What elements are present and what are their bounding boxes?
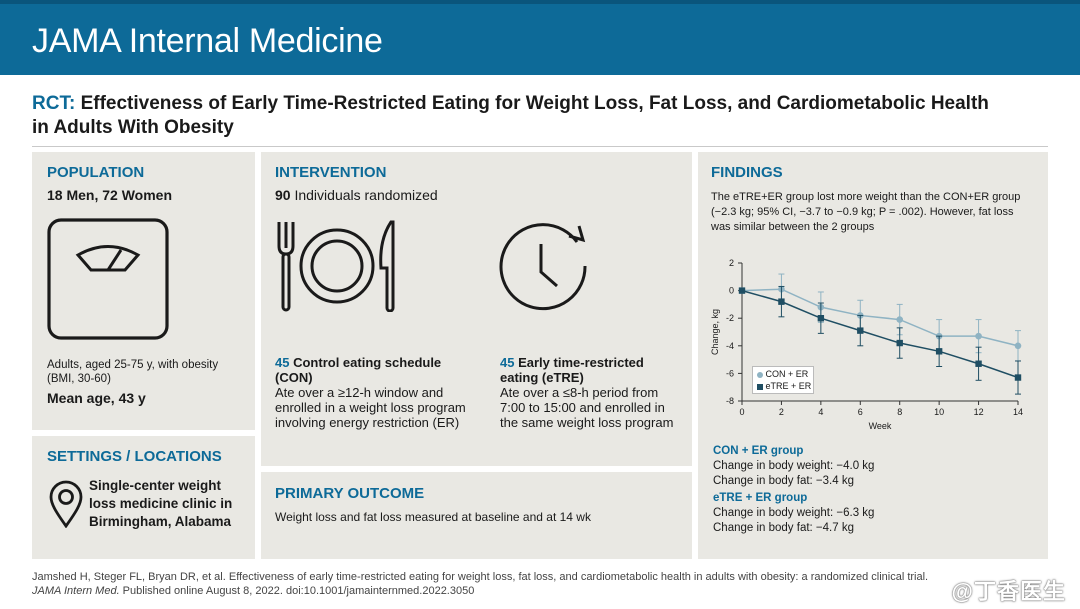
x-axis-label: Week bbox=[869, 421, 892, 431]
data-point-etre bbox=[857, 327, 864, 334]
con-weight-change: Change in body weight: −4.0 kg bbox=[713, 460, 875, 472]
etre-arm: 45 Early time-restricted eating (eTRE) A… bbox=[500, 355, 680, 430]
population-panel: POPULATION 18 Men, 72 Women Adults, aged… bbox=[32, 152, 255, 430]
findings-heading: FINDINGS bbox=[711, 164, 783, 181]
settings-heading: SETTINGS / LOCATIONS bbox=[47, 448, 222, 465]
divider bbox=[32, 146, 1048, 147]
etre-weight-change: Change in body weight: −6.3 kg bbox=[713, 507, 875, 519]
con-fat-change: Change in body fat: −3.4 kg bbox=[713, 475, 854, 487]
y-tick-label: 2 bbox=[729, 258, 734, 268]
settings-text: Single-center weight loss medicine clini… bbox=[89, 478, 233, 529]
y-tick-label: 0 bbox=[729, 286, 734, 296]
legend-marker-etre bbox=[757, 383, 763, 390]
randomized-n: 90 bbox=[275, 187, 291, 203]
y-tick-label: -8 bbox=[726, 396, 734, 406]
population-heading: POPULATION bbox=[47, 164, 145, 181]
etre-fat-change: Change in body fat: −4.7 kg bbox=[713, 522, 854, 534]
journal-header: JAMA Internal Medicine bbox=[0, 0, 1080, 75]
citation-rest: Published online August 8, 2022. doi:10.… bbox=[119, 585, 475, 597]
legend-marker-con bbox=[757, 371, 763, 378]
x-tick-label: 12 bbox=[974, 407, 984, 417]
data-point-etre bbox=[935, 348, 943, 355]
population-counts: 18 Men, 72 Women bbox=[47, 187, 173, 203]
weight-change-chart: 2 0 -2 -4 -6 -8 0 2 4 6 8 10 12 14 Week Change, kg bbox=[710, 258, 1023, 431]
data-point-etre bbox=[738, 287, 746, 294]
data-point-con bbox=[975, 332, 982, 340]
findings-results: CON + ER group Change in body weight: −4… bbox=[713, 444, 874, 536]
intervention-heading: INTERVENTION bbox=[275, 164, 387, 181]
x-tick-label: 2 bbox=[779, 407, 784, 417]
y-tick-label: -4 bbox=[726, 341, 734, 351]
citation-journal: JAMA Intern Med. bbox=[32, 585, 120, 597]
randomized-text: Individuals randomized bbox=[294, 187, 438, 203]
findings-panel: FINDINGS The eTRE+ER group lost more wei… bbox=[698, 152, 1048, 559]
con-result-heading: CON + ER group bbox=[713, 445, 804, 457]
settings-panel: SETTINGS / LOCATIONS Single-center weigh… bbox=[32, 436, 255, 559]
con-arm: 45 Control eating schedule (CON) Ate ove… bbox=[275, 355, 475, 430]
legend-label-etre: eTRE + ER bbox=[765, 381, 812, 391]
x-tick-label: 6 bbox=[858, 407, 863, 417]
data-point-etre bbox=[817, 315, 825, 322]
etre-label: Early time-restricted eating (eTRE) bbox=[500, 355, 644, 385]
intervention-panel: INTERVENTION 90 Individuals randomized 4… bbox=[261, 152, 692, 466]
y-tick-label: -2 bbox=[726, 313, 734, 323]
etre-desc: Ate over a ≤8-h period from 7:00 to 15:0… bbox=[500, 385, 674, 430]
plate-cutlery-icon bbox=[277, 220, 395, 312]
etre-n: 45 bbox=[500, 355, 515, 370]
scale-icon bbox=[47, 218, 169, 340]
randomized-line: 90 Individuals randomized bbox=[275, 187, 438, 203]
clock-icon bbox=[499, 223, 587, 311]
citation-line-1: Jamshed H, Steger FL, Bryan DR, et al. E… bbox=[32, 571, 929, 583]
etre-result-heading: eTRE + ER group bbox=[713, 492, 808, 504]
findings-summary: The eTRE+ER group lost more weight than … bbox=[711, 191, 1021, 233]
x-tick-label: 0 bbox=[739, 407, 744, 417]
citation: Jamshed H, Steger FL, Bryan DR, et al. E… bbox=[32, 570, 928, 598]
chart-legend: CON + ER eTRE + ER bbox=[752, 366, 814, 394]
title-lead: RCT: bbox=[32, 93, 76, 114]
data-point-etre bbox=[896, 339, 903, 347]
location-pin-icon bbox=[49, 480, 83, 528]
y-tick-label: -6 bbox=[726, 368, 734, 378]
con-label: Control eating schedule (CON) bbox=[275, 355, 442, 385]
x-tick-label: 8 bbox=[897, 407, 902, 417]
legend-label-con: CON + ER bbox=[765, 369, 809, 379]
data-point-con bbox=[896, 316, 904, 323]
con-desc: Ate over a ≥12-h window and enrolled in … bbox=[275, 385, 466, 430]
data-point-con bbox=[1014, 342, 1022, 350]
data-point-etre bbox=[975, 360, 982, 367]
population-desc: Adults, aged 25-75 y, with obesity (BMI,… bbox=[47, 359, 219, 385]
primary-outcome-text: Weight loss and fat loss measured at bas… bbox=[275, 510, 591, 524]
x-tick-label: 14 bbox=[1013, 407, 1023, 417]
con-label-line: 45 Control eating schedule (CON) bbox=[275, 355, 475, 385]
x-tick-label: 4 bbox=[818, 407, 823, 417]
citation-line-2: JAMA Intern Med. Published online August… bbox=[32, 584, 928, 598]
page-title: RCT: Effectiveness of Early Time-Restric… bbox=[32, 92, 992, 140]
journal-title: JAMA Internal Medicine bbox=[32, 22, 383, 60]
con-n: 45 bbox=[275, 355, 290, 370]
legend-item-etre: eTRE + ER bbox=[757, 381, 811, 391]
series-line-etre bbox=[741, 289, 1019, 379]
title-text: Effectiveness of Early Time-Restricted E… bbox=[32, 93, 989, 138]
data-point-etre bbox=[778, 298, 785, 305]
series-line-con bbox=[741, 288, 1019, 347]
population-mean-age: Mean age, 43 y bbox=[47, 390, 146, 406]
watermark: @丁香医生 bbox=[951, 579, 1066, 604]
legend-item-con: CON + ER bbox=[757, 369, 808, 379]
data-point-etre bbox=[1014, 374, 1022, 381]
primary-outcome-heading: PRIMARY OUTCOME bbox=[275, 485, 425, 502]
etre-label-line: 45 Early time-restricted eating (eTRE) bbox=[500, 355, 680, 385]
x-tick-label: 10 bbox=[934, 407, 944, 417]
primary-outcome-panel: PRIMARY OUTCOME Weight loss and fat loss… bbox=[261, 472, 692, 559]
y-axis-label: Change, kg bbox=[710, 309, 720, 355]
